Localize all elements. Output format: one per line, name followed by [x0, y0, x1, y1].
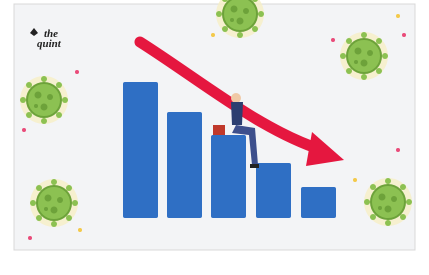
virus-icon: [364, 178, 412, 226]
virus-icon: [20, 76, 68, 124]
illustration: the quint: [0, 0, 429, 275]
virus-icon: [30, 179, 78, 227]
virus-icon: [340, 32, 388, 80]
logo-text: quint: [37, 38, 62, 50]
page: the quint (() => { const data = JSON.par…: [0, 0, 429, 275]
